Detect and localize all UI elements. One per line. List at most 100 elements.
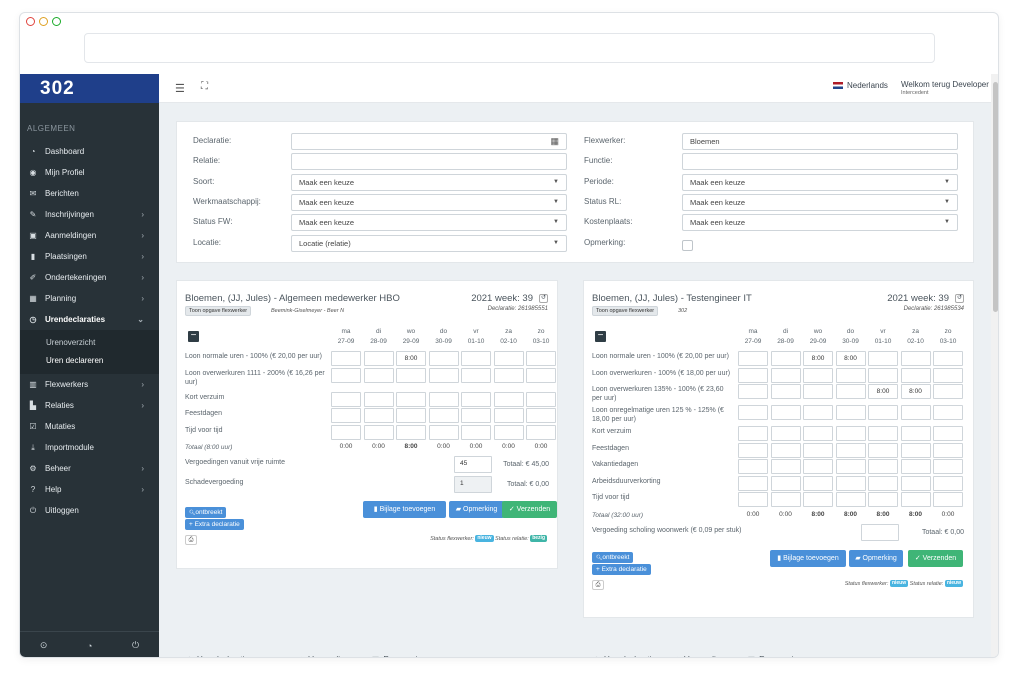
address-bar[interactable]	[84, 33, 935, 63]
sidebar-item-relaties[interactable]: ▙ Relaties ›	[20, 395, 159, 416]
sidebar-subitem[interactable]: Uren declareren	[46, 356, 104, 365]
extra-declaration-button[interactable]: + Extra declaratie	[592, 563, 651, 575]
sidebar-item-flexwerkers[interactable]: ▥ Flexwerkers ›	[20, 374, 159, 395]
filter-select[interactable]: Locatie (relatie) ▼	[291, 234, 567, 252]
print-icon[interactable]: ⎙	[185, 535, 197, 545]
hours-input[interactable]: 8:00	[868, 384, 898, 399]
hours-input[interactable]	[835, 405, 866, 420]
missing-button[interactable]: 🔍︎ontbreekt	[185, 507, 227, 518]
hours-input[interactable]	[933, 492, 963, 507]
hours-input[interactable]	[770, 442, 801, 458]
history-icon[interactable]: ↺	[539, 294, 548, 303]
print-icon[interactable]: ⎙	[592, 579, 604, 590]
collapse-button[interactable]: −	[595, 331, 606, 342]
hours-input[interactable]	[770, 459, 801, 474]
hours-input[interactable]	[738, 367, 768, 383]
hours-input[interactable]	[835, 492, 866, 507]
attachment-button[interactable]: ▮ Bijlage toevoegen	[363, 501, 446, 518]
filter-select[interactable]: Maak een keuze ▼	[291, 193, 567, 211]
hours-input[interactable]	[868, 475, 898, 491]
opmerking-checkbox[interactable]	[682, 239, 693, 251]
hours-input[interactable]	[933, 367, 963, 383]
tab-reserveringen[interactable]: ▦Reserveringen	[748, 655, 812, 657]
sidebar-subitem[interactable]: Urenoverzicht	[46, 338, 96, 347]
hours-input[interactable]	[933, 384, 963, 399]
hours-input[interactable]	[770, 351, 801, 366]
hours-input[interactable]	[933, 459, 963, 474]
hours-input[interactable]	[900, 351, 931, 366]
tab-vergoedingen[interactable]: ◈ Vergoedingen	[674, 655, 734, 657]
hours-input[interactable]	[933, 351, 963, 366]
hours-input[interactable]	[331, 424, 361, 440]
hours-input[interactable]	[933, 475, 963, 491]
sidebar-item-urendeclaraties[interactable]: ◷ Urendeclaraties ⌄	[20, 309, 159, 330]
send-button[interactable]: ✓ Verzenden	[908, 549, 963, 567]
language-selector[interactable]: Nederlands	[833, 81, 888, 90]
hours-input[interactable]	[738, 492, 768, 507]
hours-input[interactable]	[363, 351, 394, 366]
hours-input[interactable]	[428, 408, 459, 423]
tab-urendeclaraties[interactable]: ◷ Urendeclaraties	[593, 655, 660, 657]
hours-input[interactable]	[738, 351, 768, 366]
hours-input[interactable]	[526, 391, 556, 407]
hours-input[interactable]	[770, 492, 801, 507]
tab-vergoedingen[interactable]: ◈ Vergoedingen	[298, 655, 358, 657]
sidebar-item-inschrijvingen[interactable]: ✎ Inschrijvingen ›	[20, 204, 159, 225]
hours-input[interactable]	[331, 391, 361, 407]
sidebar-item-beheer[interactable]: ⚙ Beheer ›	[20, 458, 159, 479]
window-dot[interactable]	[52, 17, 61, 26]
logo[interactable]: 302	[20, 74, 159, 103]
hours-input[interactable]	[396, 391, 426, 407]
filter-input[interactable]	[291, 153, 567, 171]
hours-input[interactable]: 8:00	[803, 351, 833, 366]
hours-input[interactable]	[738, 459, 768, 474]
hours-input[interactable]	[900, 475, 931, 491]
hours-input[interactable]	[526, 351, 556, 366]
sidebar-item-mijn profiel[interactable]: ◉ Mijn Profiel	[20, 162, 159, 183]
scrollbar[interactable]	[991, 74, 998, 657]
hours-input[interactable]	[900, 367, 931, 383]
hours-input[interactable]	[868, 351, 898, 366]
comment-button[interactable]: ▰ Opmerking	[849, 549, 903, 567]
filter-select[interactable]: Maak een keuze ▼	[291, 214, 567, 232]
history-icon[interactable]: ↺	[955, 294, 964, 303]
hours-input[interactable]	[363, 424, 394, 440]
hours-input[interactable]	[396, 408, 426, 423]
hours-input[interactable]	[738, 426, 768, 441]
hours-input[interactable]	[493, 391, 524, 407]
menu-icon[interactable]: ☰	[175, 83, 185, 95]
hours-input[interactable]	[835, 426, 866, 441]
hours-input[interactable]	[770, 405, 801, 420]
hours-input[interactable]	[428, 391, 459, 407]
hours-input[interactable]	[363, 367, 394, 383]
sidebar-item-aanmeldingen[interactable]: ▣ Aanmeldingen ›	[20, 225, 159, 246]
fullscreen-icon[interactable]: ⛶	[201, 81, 208, 92]
filter-select[interactable]: Maak een keuze ▼	[682, 173, 958, 191]
hours-input[interactable]	[900, 426, 931, 441]
hours-input[interactable]	[331, 351, 361, 366]
sidebar-item-planning[interactable]: ▦ Planning ›	[20, 288, 159, 309]
hours-input[interactable]	[933, 442, 963, 458]
hours-input[interactable]	[803, 475, 833, 491]
missing-button[interactable]: 🔍︎ontbreekt	[592, 551, 634, 563]
hours-input[interactable]	[900, 492, 931, 507]
hours-input[interactable]	[770, 426, 801, 441]
hours-input[interactable]	[738, 384, 768, 399]
hours-input[interactable]	[493, 351, 524, 366]
show-flexworker-badge[interactable]: Toon opgave flexwerker	[592, 306, 659, 316]
filter-select[interactable]: Maak een keuze ▼	[682, 193, 958, 211]
hours-input[interactable]	[868, 492, 898, 507]
hours-input[interactable]	[835, 475, 866, 491]
extra-amount-input[interactable]: 45	[454, 456, 492, 473]
hours-input[interactable]	[461, 424, 491, 440]
hours-input[interactable]	[526, 367, 556, 383]
hours-input[interactable]	[868, 367, 898, 383]
hours-input[interactable]	[803, 492, 833, 507]
hours-input[interactable]	[738, 405, 768, 420]
window-dot[interactable]	[39, 17, 48, 26]
calendar-icon[interactable]: ▦	[550, 136, 559, 146]
hours-input[interactable]	[803, 426, 833, 441]
filter-input[interactable]: ▦	[291, 133, 567, 150]
filter-select[interactable]: Maak een keuze ▼	[291, 173, 567, 191]
hours-input[interactable]	[461, 391, 491, 407]
